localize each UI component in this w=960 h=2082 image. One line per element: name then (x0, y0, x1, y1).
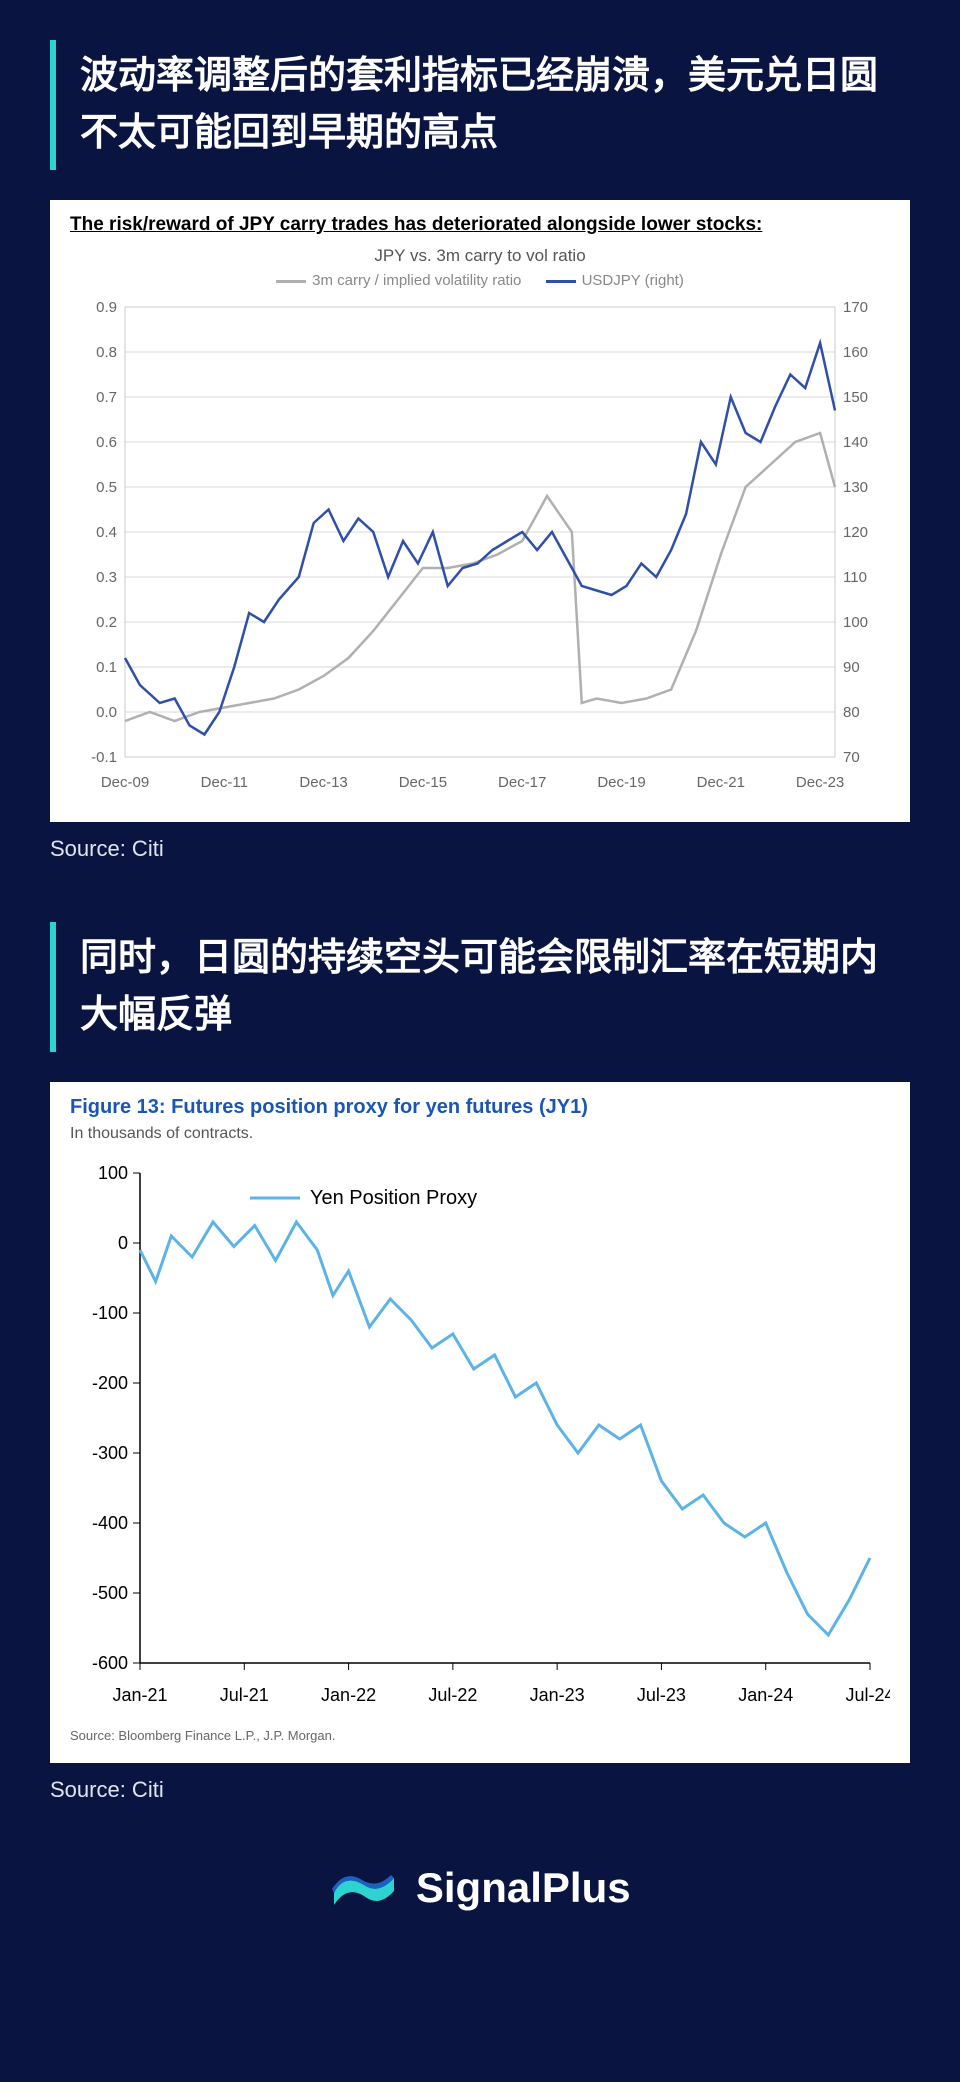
svg-text:0.5: 0.5 (96, 479, 117, 496)
svg-text:Dec-23: Dec-23 (796, 774, 844, 791)
svg-text:Dec-11: Dec-11 (201, 774, 248, 791)
chart2-fig-title: Figure 13: Futures position proxy for ye… (70, 1096, 890, 1119)
legend1b-label: USDJPY (right) (582, 272, 684, 289)
svg-text:-200: -200 (92, 1373, 128, 1393)
svg-text:80: 80 (843, 704, 860, 721)
chart2-inner-source: Source: Bloomberg Finance L.P., J.P. Mor… (70, 1728, 890, 1743)
svg-text:Jan-24: Jan-24 (738, 1685, 793, 1705)
svg-text:0.9: 0.9 (96, 299, 117, 316)
chart1-legend: 3m carry / implied volatility ratio USDJ… (70, 272, 890, 289)
legend1a-label: 3m carry / implied volatility ratio (312, 272, 521, 289)
section1-source: Source: Citi (50, 836, 910, 862)
svg-text:140: 140 (843, 434, 868, 451)
svg-text:Dec-17: Dec-17 (498, 774, 546, 791)
svg-text:-300: -300 (92, 1443, 128, 1463)
svg-text:-0.1: -0.1 (91, 749, 117, 766)
section2-title: 同时，日圆的持续空头可能会限制汇率在短期内大幅反弹 (50, 922, 910, 1052)
svg-text:0.7: 0.7 (96, 389, 117, 406)
svg-text:Jan-23: Jan-23 (530, 1685, 585, 1705)
svg-text:160: 160 (843, 344, 868, 361)
svg-text:0.0: 0.0 (96, 704, 117, 721)
svg-text:0.1: 0.1 (96, 659, 117, 676)
svg-text:110: 110 (843, 569, 867, 586)
svg-text:Jul-23: Jul-23 (637, 1685, 686, 1705)
svg-text:0: 0 (118, 1233, 128, 1253)
svg-text:Yen Position Proxy: Yen Position Proxy (310, 1187, 477, 1209)
svg-text:100: 100 (98, 1163, 128, 1183)
svg-text:0.4: 0.4 (96, 524, 117, 541)
svg-text:0.2: 0.2 (96, 614, 117, 631)
svg-text:120: 120 (843, 524, 868, 541)
svg-text:Jan-22: Jan-22 (321, 1685, 376, 1705)
svg-text:Jul-21: Jul-21 (220, 1685, 269, 1705)
chart1-subtitle: JPY vs. 3m carry to vol ratio (70, 246, 890, 266)
svg-text:Dec-13: Dec-13 (299, 774, 347, 791)
svg-text:-600: -600 (92, 1653, 128, 1673)
chart2-card: Figure 13: Futures position proxy for ye… (50, 1082, 910, 1763)
svg-text:130: 130 (843, 479, 868, 496)
svg-text:70: 70 (843, 749, 860, 766)
svg-text:Dec-15: Dec-15 (399, 774, 447, 791)
svg-text:Dec-19: Dec-19 (597, 774, 645, 791)
section1-title: 波动率调整后的套利指标已经崩溃，美元兑日圆不太可能回到早期的高点 (50, 40, 910, 170)
svg-text:150: 150 (843, 389, 868, 406)
chart2-svg: -600 -500 -400 -300 -200 -100 0 100 Jan-21 Jul-21… (70, 1153, 890, 1713)
svg-text:90: 90 (843, 659, 860, 676)
svg-text:Dec-21: Dec-21 (697, 774, 745, 791)
brand-row: SignalPlus (50, 1863, 910, 1913)
svg-text:0.8: 0.8 (96, 344, 117, 361)
svg-text:0.6: 0.6 (96, 434, 117, 451)
svg-text:-400: -400 (92, 1513, 128, 1533)
chart1-svg: -0.1 0.0 0.1 0.2 0.3 0.4 0.5 0.6 0.7 0.8 0.9 70 80 90… (70, 297, 890, 797)
svg-text:-100: -100 (92, 1303, 128, 1323)
section2-source: Source: Citi (50, 1777, 910, 1803)
chart1-card: The risk/reward of JPY carry trades has … (50, 200, 910, 822)
brand-logo-icon (329, 1863, 399, 1913)
svg-text:Jan-21: Jan-21 (112, 1685, 167, 1705)
svg-text:170: 170 (843, 299, 868, 316)
svg-text:Dec-09: Dec-09 (101, 774, 149, 791)
brand-text: SignalPlus (416, 1864, 631, 1911)
svg-text:100: 100 (843, 614, 868, 631)
svg-text:Jul-22: Jul-22 (428, 1685, 477, 1705)
svg-text:-500: -500 (92, 1583, 128, 1603)
chart2-fig-sub: In thousands of contracts. (70, 1125, 890, 1143)
svg-text:0.3: 0.3 (96, 569, 117, 586)
chart1-card-title: The risk/reward of JPY carry trades has … (70, 214, 890, 236)
svg-text:Jul-24: Jul-24 (845, 1685, 890, 1705)
